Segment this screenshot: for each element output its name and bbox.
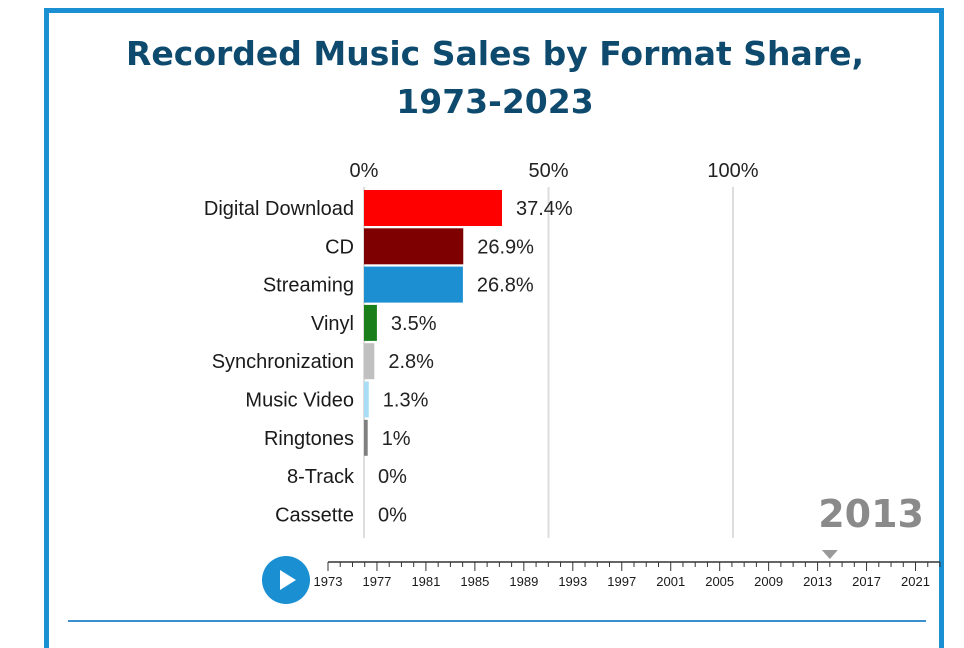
bar bbox=[364, 304, 377, 341]
timeline-year-label: 1985 bbox=[460, 574, 489, 589]
value-label: 0% bbox=[378, 504, 407, 526]
bar bbox=[364, 266, 463, 303]
play-icon bbox=[280, 570, 296, 590]
play-button[interactable] bbox=[262, 556, 310, 604]
value-label: 26.8% bbox=[477, 275, 534, 297]
category-label: Streaming bbox=[263, 275, 354, 297]
timeline-year-label: 1989 bbox=[509, 574, 538, 589]
timeline-year-label: 1997 bbox=[607, 574, 636, 589]
bar bbox=[364, 343, 375, 380]
bar bbox=[364, 419, 368, 456]
value-label: 0% bbox=[378, 466, 407, 488]
x-tick-label: 100% bbox=[707, 160, 758, 182]
timeline-year-label: 1993 bbox=[558, 574, 587, 589]
bar bbox=[364, 190, 503, 226]
current-year-label: 2013 bbox=[818, 492, 924, 536]
category-label: Music Video bbox=[245, 390, 354, 412]
bottom-divider bbox=[68, 620, 926, 622]
value-label: 2.8% bbox=[388, 351, 434, 373]
timeline-year-label: 2021 bbox=[901, 574, 930, 589]
value-label: 1% bbox=[382, 428, 411, 450]
category-label: 8-Track bbox=[287, 466, 355, 488]
timeline-marker-icon bbox=[821, 550, 838, 559]
timeline-year-label: 2009 bbox=[754, 574, 783, 589]
x-tick-label: 50% bbox=[528, 160, 568, 182]
category-label: CD bbox=[325, 236, 354, 258]
category-label: Digital Download bbox=[204, 198, 354, 220]
value-label: 1.3% bbox=[383, 390, 429, 412]
timeline-year-label: 2013 bbox=[803, 574, 832, 589]
bar bbox=[364, 381, 369, 418]
timeline-year-label: 1981 bbox=[411, 574, 440, 589]
category-label: Synchronization bbox=[212, 351, 354, 373]
category-label: Cassette bbox=[275, 504, 354, 526]
timeline-year-label: 2005 bbox=[705, 574, 734, 589]
bar bbox=[364, 228, 464, 265]
category-label: Ringtones bbox=[264, 428, 354, 450]
value-label: 3.5% bbox=[391, 313, 437, 335]
timeline-year-label: 1973 bbox=[314, 574, 343, 589]
category-label: Vinyl bbox=[311, 313, 354, 335]
timeline-year-label: 1977 bbox=[362, 574, 391, 589]
bar-chart: 0% 50% 100% Digital Download 37.4% CD 26.9% Str… bbox=[204, 160, 941, 589]
x-tick-label: 0% bbox=[350, 160, 379, 182]
timeline-year-label: 2017 bbox=[852, 574, 881, 589]
chart-title: Recorded Music Sales by Format Share, 19… bbox=[125, 34, 865, 121]
value-label: 26.9% bbox=[477, 236, 534, 258]
chart-frame bbox=[44, 8, 944, 648]
timeline-year-label: 2001 bbox=[656, 574, 685, 589]
value-label: 37.4% bbox=[516, 198, 573, 220]
